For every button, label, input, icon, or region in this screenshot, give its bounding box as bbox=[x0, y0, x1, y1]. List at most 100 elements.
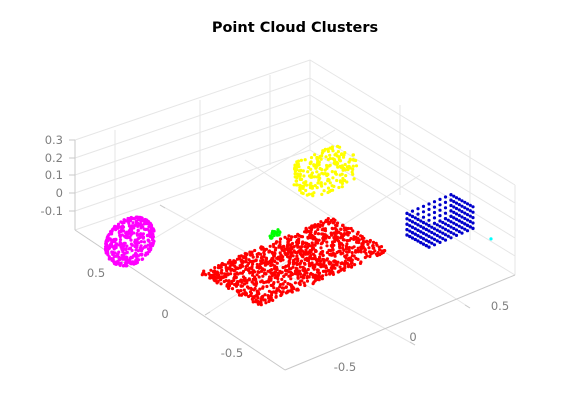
plane-point bbox=[309, 271, 313, 276]
box-surface-point bbox=[345, 180, 349, 184]
plane-point bbox=[298, 261, 302, 265]
box-surface-point bbox=[308, 161, 312, 165]
box-surface-point bbox=[309, 156, 314, 160]
sphere-point bbox=[138, 222, 143, 226]
plane-point bbox=[347, 256, 351, 260]
plane-point bbox=[249, 291, 253, 295]
sphere-point bbox=[124, 235, 128, 239]
plane-point bbox=[288, 248, 292, 252]
plane-point bbox=[305, 258, 309, 262]
x-tick-label: 0.5 bbox=[491, 299, 509, 313]
plane-point bbox=[335, 224, 339, 228]
plane-point bbox=[219, 278, 223, 282]
box-open-point bbox=[454, 223, 459, 227]
sphere-point bbox=[117, 230, 122, 234]
box-open-point bbox=[449, 230, 453, 234]
sphere-point bbox=[110, 250, 114, 254]
plane-point bbox=[239, 278, 243, 282]
plane-point bbox=[294, 261, 298, 265]
box-surface-point bbox=[302, 174, 306, 178]
plane-point bbox=[271, 251, 275, 255]
sphere-point bbox=[122, 247, 126, 251]
plane-point bbox=[313, 243, 317, 247]
box-open-point bbox=[408, 224, 412, 228]
plane-point bbox=[319, 220, 323, 224]
plane-point bbox=[269, 263, 273, 268]
box-surface-point bbox=[338, 180, 343, 184]
box-surface-point bbox=[297, 165, 301, 169]
sphere-point bbox=[128, 231, 132, 235]
plane-point bbox=[272, 286, 276, 290]
box-open-point bbox=[441, 231, 445, 235]
box-surface-point bbox=[331, 149, 335, 153]
plane-point bbox=[280, 292, 284, 296]
plane-point bbox=[356, 240, 360, 244]
sphere-point bbox=[136, 229, 140, 233]
box-open-point bbox=[452, 232, 456, 236]
sphere-point bbox=[105, 236, 109, 240]
x-tick-label: -0.5 bbox=[334, 360, 356, 374]
plane-point bbox=[303, 283, 307, 288]
box-open-point bbox=[432, 232, 437, 236]
plane-point bbox=[245, 285, 250, 289]
box-open-point bbox=[416, 228, 420, 232]
box-open-point bbox=[452, 216, 456, 220]
plane-point bbox=[374, 241, 378, 245]
box-surface-point bbox=[344, 174, 348, 178]
plane-point bbox=[332, 231, 336, 235]
plane-point bbox=[251, 259, 255, 263]
box-open-point bbox=[463, 222, 467, 226]
clusters bbox=[103, 144, 493, 307]
plane-point bbox=[297, 269, 302, 273]
plane-point bbox=[318, 255, 322, 259]
plane-point bbox=[286, 263, 290, 268]
plane-point bbox=[255, 255, 259, 259]
small-cluster-point bbox=[269, 236, 273, 240]
box-open-point bbox=[427, 218, 431, 222]
sphere-point bbox=[139, 240, 143, 244]
plane-point bbox=[317, 278, 321, 282]
sphere-point bbox=[119, 245, 123, 249]
box-open-point bbox=[446, 229, 450, 233]
box-open-point bbox=[432, 221, 437, 225]
plane-point bbox=[202, 269, 206, 273]
plane-point bbox=[302, 281, 306, 285]
box-open-point bbox=[471, 221, 475, 225]
plane-point bbox=[274, 295, 278, 299]
z-tick-label: 0.1 bbox=[45, 168, 63, 182]
box-open-point bbox=[405, 233, 409, 237]
box-surface-point bbox=[295, 175, 299, 179]
plane-point bbox=[237, 254, 241, 258]
box-surface-point bbox=[321, 172, 326, 176]
plane-point bbox=[287, 234, 291, 238]
box-open-point bbox=[454, 228, 459, 232]
plane-point bbox=[262, 247, 266, 251]
sphere-point bbox=[146, 247, 151, 251]
sphere-point bbox=[117, 262, 121, 266]
plane-point bbox=[324, 220, 328, 224]
plane-point bbox=[287, 239, 291, 243]
box-open-point bbox=[446, 218, 450, 222]
box-open-point bbox=[408, 229, 412, 233]
plane-point bbox=[244, 259, 248, 263]
plane-point bbox=[285, 290, 289, 294]
plane-point bbox=[202, 272, 206, 276]
plane-point bbox=[280, 258, 284, 262]
plane-point bbox=[332, 259, 336, 263]
box-open-point bbox=[449, 225, 453, 229]
plane-point bbox=[227, 286, 231, 290]
box-open-point bbox=[449, 203, 453, 208]
plane-point bbox=[304, 248, 308, 252]
plane-point bbox=[313, 276, 317, 280]
box-open-point bbox=[438, 240, 442, 244]
box-open-point bbox=[438, 203, 442, 207]
box-open-point bbox=[471, 226, 475, 230]
plane-point bbox=[296, 275, 300, 280]
sphere-point bbox=[141, 235, 145, 239]
plane-point bbox=[247, 258, 251, 262]
plane-point bbox=[316, 268, 320, 272]
plane-point bbox=[349, 259, 354, 263]
box-surface-point bbox=[333, 153, 337, 157]
plane-point bbox=[300, 242, 305, 246]
plane-point bbox=[278, 237, 283, 241]
